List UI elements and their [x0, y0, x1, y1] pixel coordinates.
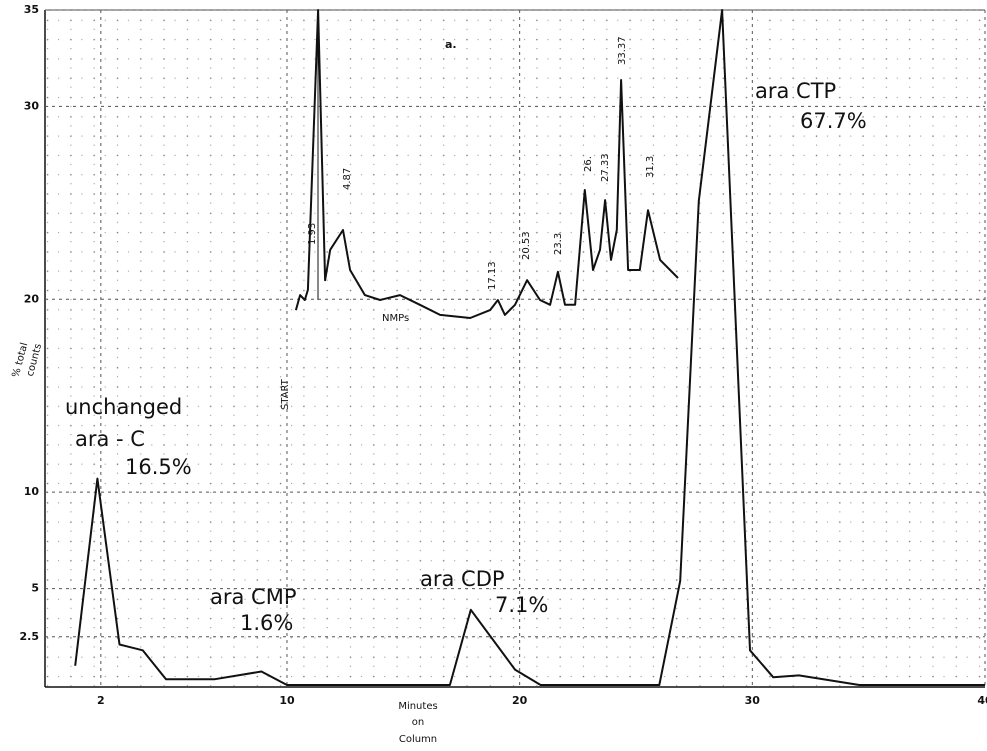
annotation: ara CMP [210, 585, 297, 609]
annotation: 7.1% [495, 593, 548, 617]
x-tick-label: 20 [512, 694, 528, 707]
grid-dots [45, 10, 985, 687]
inset-label: 4.87 [342, 168, 353, 190]
data-line [74, 9, 985, 686]
data-line [294, 9, 679, 319]
inset-label: NMPs [382, 313, 409, 324]
inset-label: 17.13 [487, 261, 498, 290]
annotation: ara - C [75, 427, 145, 451]
x-tick-label: 40 [977, 694, 987, 707]
inset-label: 1.93 [307, 223, 318, 245]
inset-label: 26. [583, 156, 594, 172]
y-tick-label: 5 [31, 582, 39, 595]
annotation: 1.6% [240, 611, 293, 635]
inset-label: 20.53 [521, 231, 532, 260]
x-axis-label: Column [399, 734, 437, 745]
annotation: unchanged [65, 395, 182, 419]
y-tick-label: 35 [24, 3, 39, 16]
y-tick-label: 20 [24, 292, 40, 305]
inset-label: 27.33 [600, 153, 611, 182]
inset-label: a. [445, 38, 457, 51]
x-tick-label: 10 [279, 694, 295, 707]
inset-label: 31.3 [645, 156, 656, 178]
x-axis-label: on [412, 717, 424, 728]
annotation: 16.5% [125, 455, 192, 479]
annotation: 67.7% [800, 109, 867, 133]
y-tick-label: 10 [24, 485, 40, 498]
x-tick-label: 30 [745, 694, 761, 707]
x-tick-label: 2 [97, 694, 105, 707]
y-tick-label: 2.5 [20, 630, 40, 643]
annotation: ara CTP [755, 79, 836, 103]
inset-label: START [280, 378, 291, 410]
inset-label: 33.37 [617, 36, 628, 65]
inset-label: 23.3 [553, 233, 564, 255]
x-axis-label: Minutes [398, 701, 437, 712]
annotation: ara CDP [420, 567, 505, 591]
y-tick-label: 30 [24, 99, 40, 112]
